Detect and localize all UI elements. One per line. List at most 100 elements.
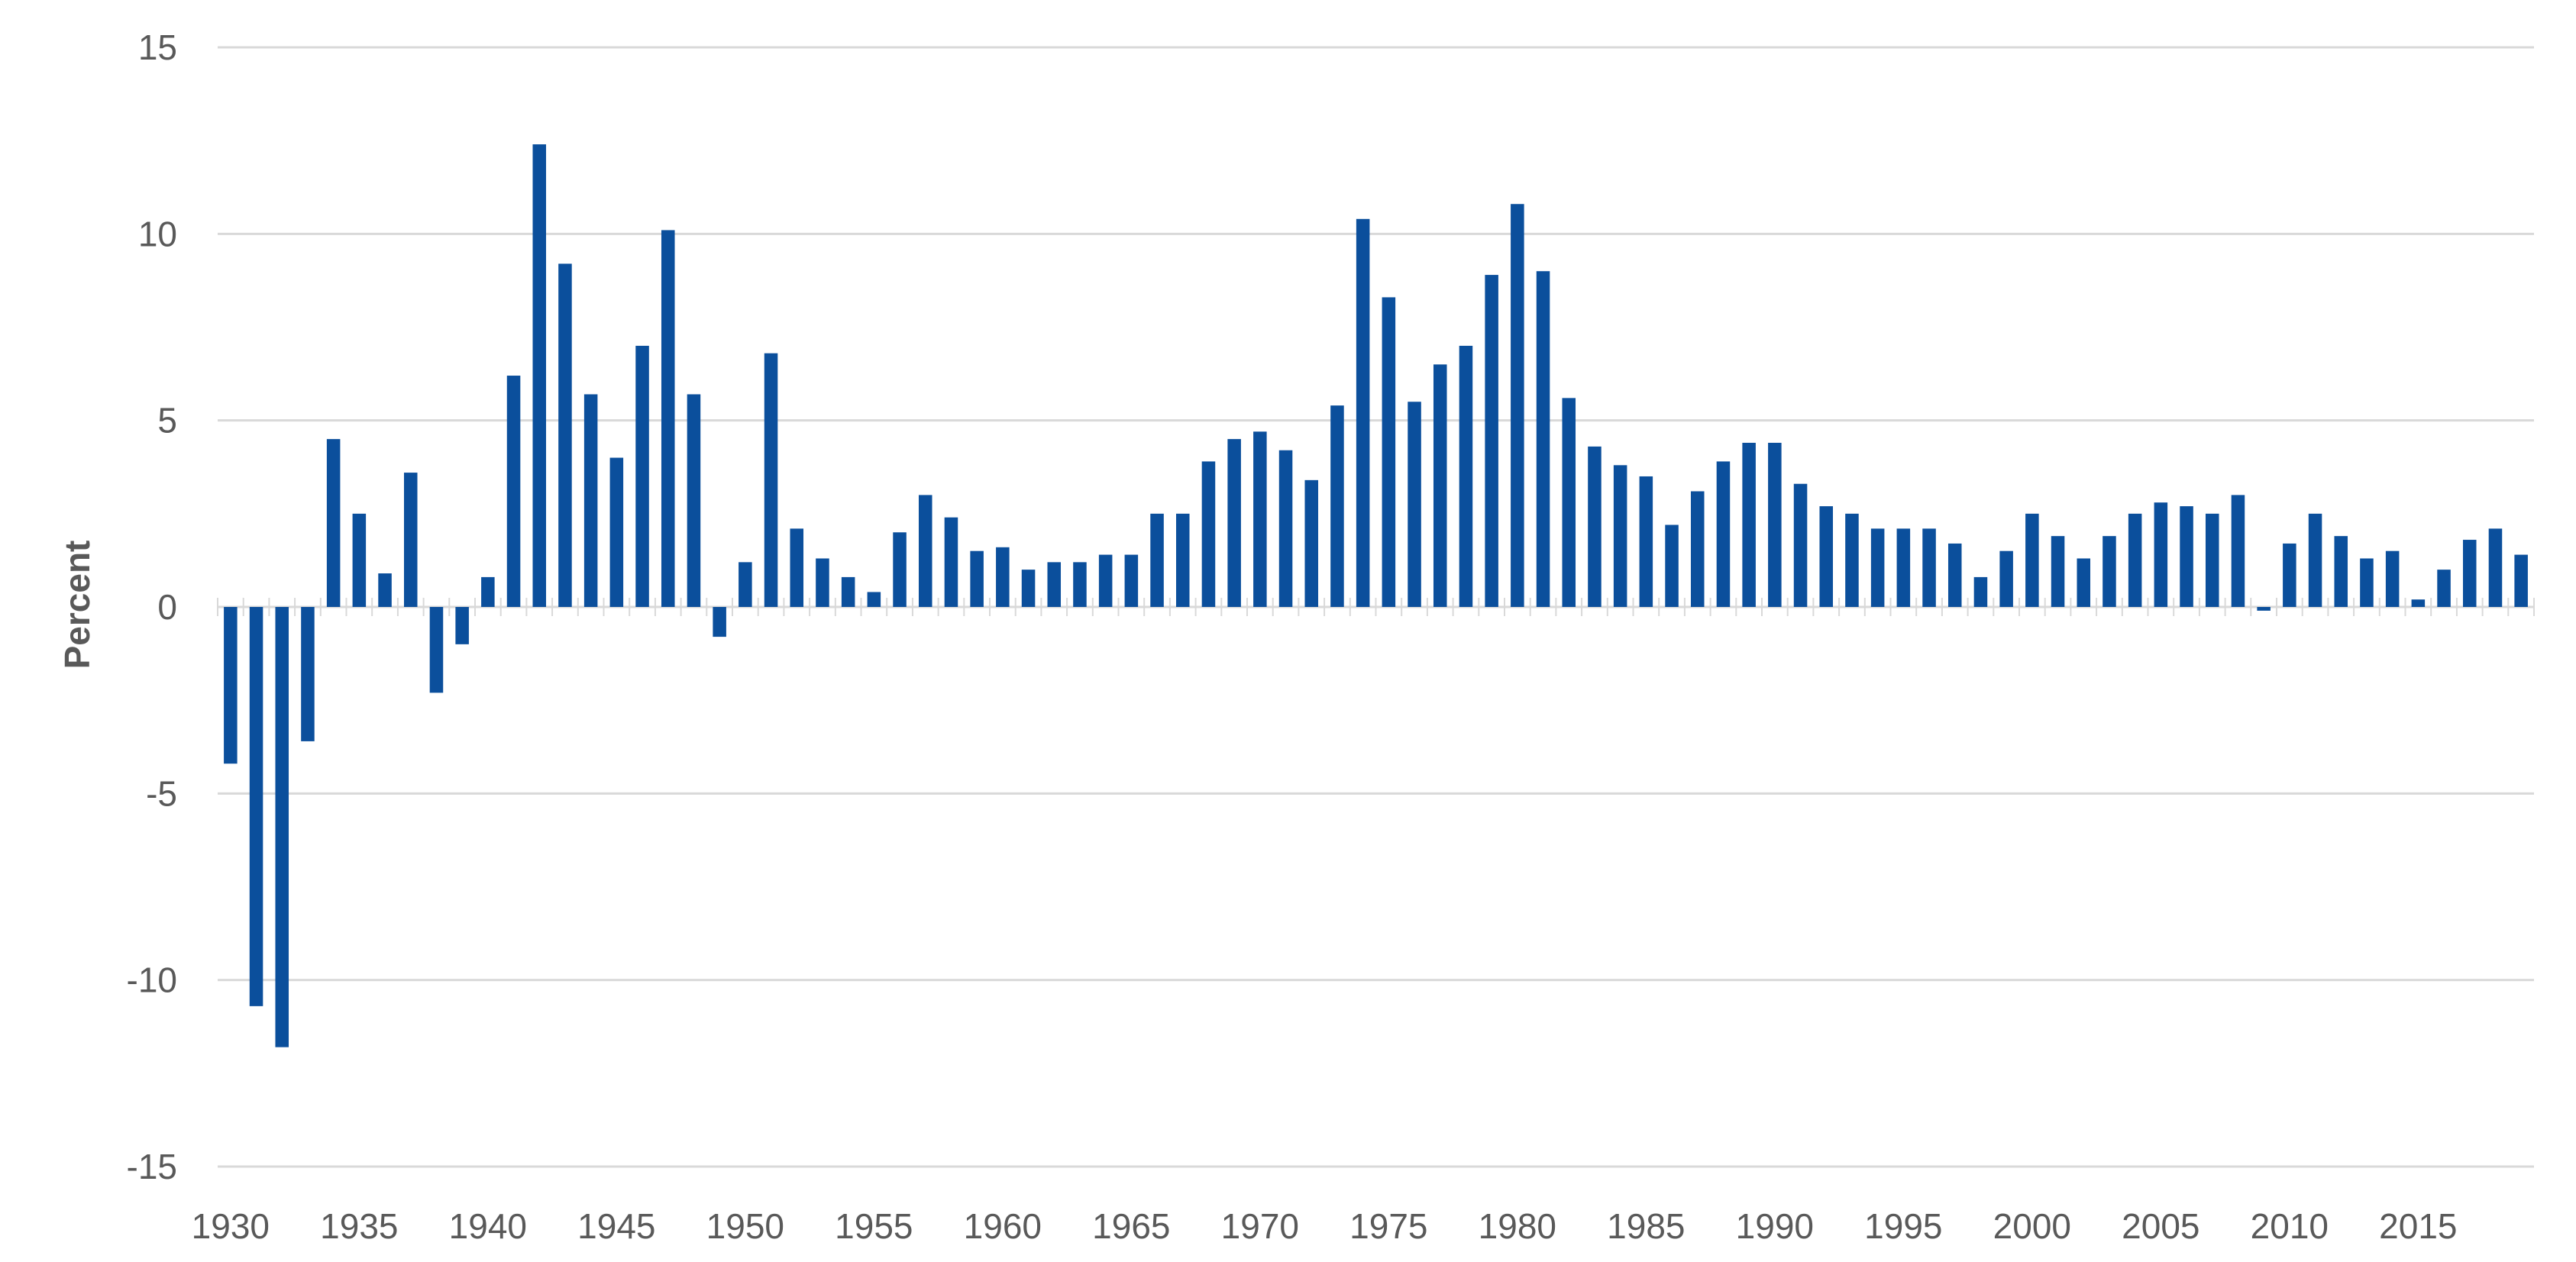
bar-1975 — [1382, 297, 1396, 607]
bars — [224, 144, 2528, 1047]
bar-1934 — [326, 439, 341, 607]
bar-1978 — [1459, 345, 1473, 607]
y-tick-label: -10 — [127, 960, 177, 1000]
bar-1997 — [1947, 543, 1962, 607]
bar-1967 — [1175, 513, 1190, 607]
x-tick-label: 2015 — [2379, 1206, 2457, 1246]
x-tick-label: 1995 — [1864, 1206, 1942, 1246]
bar-2018 — [2488, 528, 2503, 607]
bar-1941 — [506, 376, 521, 607]
bar-1992 — [1819, 506, 1834, 607]
bar-1933 — [301, 607, 315, 741]
bar-1971 — [1278, 450, 1293, 607]
bar-2017 — [2462, 540, 2477, 607]
x-tick-label: 1945 — [577, 1206, 655, 1246]
bar-1948 — [687, 394, 701, 607]
bar-1944 — [583, 394, 598, 607]
bar-1947 — [661, 230, 675, 607]
bar-1977 — [1433, 364, 1447, 607]
bar-2000 — [2025, 513, 2039, 607]
x-tick-label: 2010 — [2251, 1206, 2329, 1246]
y-tick-label: 5 — [157, 401, 177, 441]
bar-1937 — [403, 473, 418, 607]
x-tick-label: 2005 — [2122, 1206, 2199, 1246]
bar-2015 — [2411, 599, 2426, 607]
bar-1998 — [1973, 576, 1988, 607]
bar-1999 — [1999, 550, 2013, 607]
y-tick-label: -15 — [127, 1147, 177, 1186]
y-tick-label: 10 — [138, 214, 177, 253]
x-axis-tick-labels: 1930 1935 1940 1945 1950 1955 1960 1965 1970 1975… — [192, 1206, 2458, 1246]
bar-1940 — [481, 576, 495, 607]
bar-1996 — [1922, 528, 1936, 607]
bar-1981 — [1536, 271, 1550, 607]
bar-1972 — [1304, 479, 1319, 607]
bar-1952 — [790, 528, 804, 607]
y-tick-label: 0 — [157, 587, 177, 627]
bar-1930 — [224, 607, 238, 764]
bar-1994 — [1870, 528, 1885, 607]
x-tick-label: 2000 — [1993, 1206, 2071, 1246]
x-tick-label: 1985 — [1607, 1206, 1685, 1246]
bar-1982 — [1562, 398, 1576, 607]
bar-1954 — [841, 576, 855, 607]
x-tick-label: 1930 — [192, 1206, 270, 1246]
y-axis-tick-labels: 15 10 5 0 -5 -10 -15 — [127, 27, 177, 1186]
bar-1962 — [1047, 562, 1062, 607]
bar-1961 — [1021, 570, 1036, 607]
bar-1955 — [867, 592, 881, 607]
bar-1995 — [1896, 528, 1911, 607]
bar-2012 — [2334, 536, 2348, 607]
bar-1993 — [1845, 513, 1859, 607]
bar-1946 — [635, 345, 649, 607]
y-tick-label: 15 — [138, 27, 177, 67]
bar-1973 — [1330, 405, 1344, 607]
bar-2003 — [2102, 536, 2116, 607]
x-tick-label: 1965 — [1092, 1206, 1170, 1246]
bar-1983 — [1588, 446, 1602, 607]
bar-1969 — [1227, 439, 1241, 607]
bar-1976 — [1408, 402, 1421, 607]
bar-1956 — [893, 532, 907, 607]
bar-1953 — [816, 558, 829, 607]
x-tick-label: 1955 — [835, 1206, 913, 1246]
bar-1931 — [249, 607, 263, 1006]
bar-1959 — [970, 550, 984, 607]
bar-1980 — [1511, 204, 1524, 607]
bar-1958 — [944, 517, 958, 607]
bar-1935 — [352, 513, 367, 607]
bar-1964 — [1098, 554, 1113, 607]
bar-2001 — [2051, 536, 2065, 607]
bar-2019 — [2514, 554, 2528, 607]
bar-1988 — [1716, 461, 1731, 607]
bar-1968 — [1201, 461, 1216, 607]
bar-1984 — [1613, 465, 1627, 607]
bar-1938 — [429, 607, 444, 693]
bar-1991 — [1793, 483, 1808, 607]
x-tick-label: 1980 — [1479, 1206, 1556, 1246]
bar-2005 — [2154, 502, 2168, 607]
bar-1939 — [455, 607, 469, 644]
bar-1974 — [1356, 218, 1370, 607]
bar-1985 — [1639, 476, 1653, 607]
bar-1951 — [764, 353, 778, 607]
bar-2006 — [2180, 506, 2193, 607]
bar-2016 — [2437, 570, 2451, 607]
x-tick-label: 1975 — [1349, 1206, 1427, 1246]
x-tick-label: 1990 — [1736, 1206, 1814, 1246]
x-tick-label: 1935 — [320, 1206, 398, 1246]
bar-1963 — [1073, 562, 1087, 607]
bar-1932 — [275, 607, 289, 1047]
bar-1970 — [1253, 431, 1267, 607]
bar-1960 — [996, 547, 1010, 607]
bar-2008 — [2231, 495, 2245, 607]
x-tick-label: 1950 — [706, 1206, 784, 1246]
bar-1986 — [1665, 524, 1679, 607]
bar-1965 — [1124, 554, 1139, 607]
bar-1945 — [609, 457, 624, 607]
y-tick-label: -5 — [146, 773, 177, 813]
bar-2007 — [2205, 513, 2219, 607]
x-axis-tick-marks — [217, 598, 2535, 616]
x-tick-label: 1940 — [449, 1206, 527, 1246]
